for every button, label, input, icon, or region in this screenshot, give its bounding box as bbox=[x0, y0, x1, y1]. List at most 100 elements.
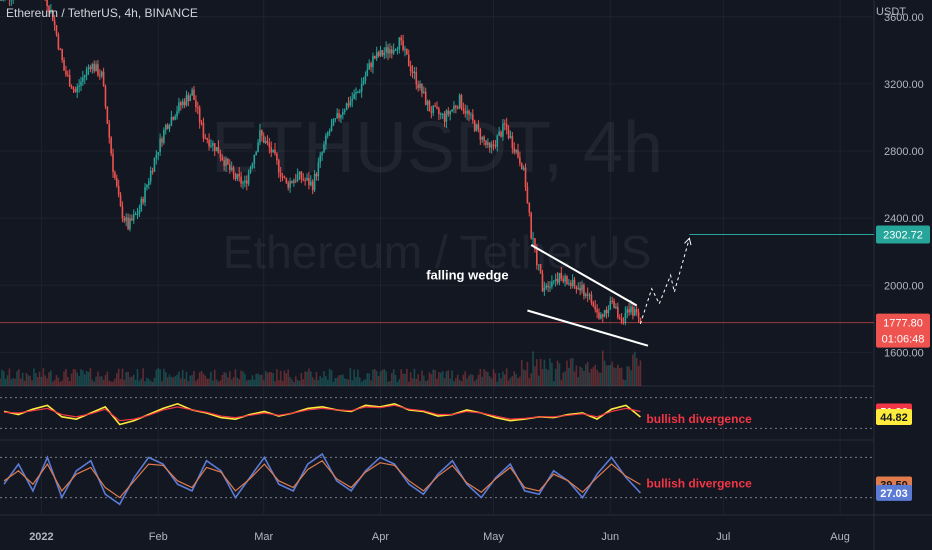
candle-body bbox=[261, 130, 263, 136]
candle-body bbox=[285, 177, 288, 183]
volume-bar bbox=[611, 361, 613, 386]
volume-bar bbox=[99, 376, 101, 386]
volume-bar bbox=[466, 378, 468, 386]
volume-bar bbox=[421, 370, 423, 386]
y-tick-label: 3200.00 bbox=[884, 79, 924, 91]
last-price-label: 1777.80 bbox=[883, 318, 923, 330]
candle-body bbox=[148, 181, 150, 186]
candle-body bbox=[573, 279, 576, 287]
volume-bar bbox=[148, 378, 150, 386]
wedge-upper-line[interactable] bbox=[530, 244, 638, 307]
volume-bar bbox=[65, 368, 67, 386]
volume-bar bbox=[325, 376, 327, 386]
volume-bar bbox=[67, 376, 69, 386]
volume-bar bbox=[498, 373, 500, 386]
candle-body bbox=[259, 130, 261, 143]
candle-body bbox=[445, 110, 448, 122]
volume-bar bbox=[274, 381, 276, 386]
volume-bar bbox=[477, 374, 480, 386]
candle-body bbox=[357, 92, 359, 94]
volume-bar bbox=[229, 371, 231, 386]
volume-bar bbox=[163, 368, 165, 386]
candle-body bbox=[272, 149, 274, 153]
candle-body bbox=[526, 186, 529, 204]
volume-bar bbox=[411, 378, 414, 386]
volume-bar bbox=[622, 379, 625, 386]
candle-body bbox=[76, 86, 79, 92]
candle-body bbox=[496, 135, 499, 147]
candle-body bbox=[104, 86, 107, 107]
volume-bar bbox=[385, 371, 387, 386]
volume-bar bbox=[564, 371, 566, 386]
volume-bar bbox=[123, 379, 126, 386]
candle-body bbox=[198, 107, 201, 123]
candle-body bbox=[306, 177, 308, 181]
volume-bar bbox=[293, 381, 295, 386]
volume-bar bbox=[404, 373, 406, 386]
candle-body bbox=[313, 174, 316, 191]
volume-bar bbox=[321, 377, 323, 386]
volume-bar bbox=[240, 370, 242, 386]
candle-body bbox=[530, 212, 532, 239]
volume-bar bbox=[398, 379, 401, 386]
y-tick-label: 2400.00 bbox=[884, 213, 924, 225]
candle-body bbox=[404, 48, 406, 50]
volume-bar bbox=[57, 377, 60, 386]
projection-path[interactable] bbox=[639, 238, 690, 325]
candle-body bbox=[281, 176, 284, 178]
volume-bar bbox=[193, 370, 195, 386]
volume-bar bbox=[605, 365, 608, 386]
volume-bar bbox=[447, 370, 450, 386]
volume-bar bbox=[554, 368, 557, 386]
candle-body bbox=[208, 139, 210, 147]
volume-bar bbox=[596, 369, 598, 386]
target-price-badge bbox=[876, 225, 930, 244]
candle-body bbox=[268, 142, 271, 148]
volume-bar bbox=[407, 381, 410, 386]
volume-bar bbox=[470, 374, 472, 386]
volume-bar bbox=[114, 378, 116, 386]
volume-bar bbox=[615, 368, 617, 386]
volume-bar bbox=[381, 369, 384, 386]
candle-body bbox=[68, 75, 71, 87]
candle-body bbox=[134, 214, 137, 216]
oscillator-1-series-line[interactable] bbox=[3, 402, 641, 426]
volume-bar bbox=[319, 376, 322, 386]
candle-body bbox=[351, 98, 354, 101]
candle-body bbox=[183, 101, 186, 106]
candle-body bbox=[291, 181, 293, 183]
oscillator-1-series-line[interactable] bbox=[3, 404, 641, 422]
volume-bar bbox=[266, 372, 269, 386]
volume-bar bbox=[326, 379, 329, 386]
volume-bar bbox=[83, 374, 86, 386]
volume-bar bbox=[451, 370, 453, 386]
volume-bar bbox=[566, 360, 568, 386]
volume-bar bbox=[374, 369, 376, 386]
candle-body bbox=[532, 238, 534, 240]
oscillator-2-series-line[interactable] bbox=[3, 452, 642, 506]
candle-body bbox=[121, 206, 124, 219]
oscillator-2-series-line[interactable] bbox=[3, 459, 641, 499]
volume-bar bbox=[119, 379, 122, 386]
wedge-lower-line[interactable] bbox=[527, 309, 649, 347]
volume-bar bbox=[432, 369, 435, 386]
candle-body bbox=[249, 167, 252, 173]
volume-bar bbox=[238, 379, 241, 386]
candle-body bbox=[462, 108, 465, 111]
volume-bar bbox=[539, 358, 542, 386]
candle-body bbox=[504, 123, 506, 125]
candle-body bbox=[598, 312, 600, 319]
volume-bar bbox=[353, 369, 355, 386]
candle-body bbox=[639, 317, 642, 323]
candle-body bbox=[174, 116, 176, 120]
volume-bar bbox=[377, 376, 380, 386]
volume-bar bbox=[330, 370, 333, 386]
candle-body bbox=[617, 306, 619, 318]
falling-wedge-label: falling wedge bbox=[426, 267, 508, 282]
volume-bar bbox=[178, 371, 180, 386]
volume-bar bbox=[488, 376, 491, 386]
candle-body bbox=[230, 167, 233, 170]
volume-bar bbox=[48, 372, 50, 386]
candle-body bbox=[370, 63, 372, 68]
